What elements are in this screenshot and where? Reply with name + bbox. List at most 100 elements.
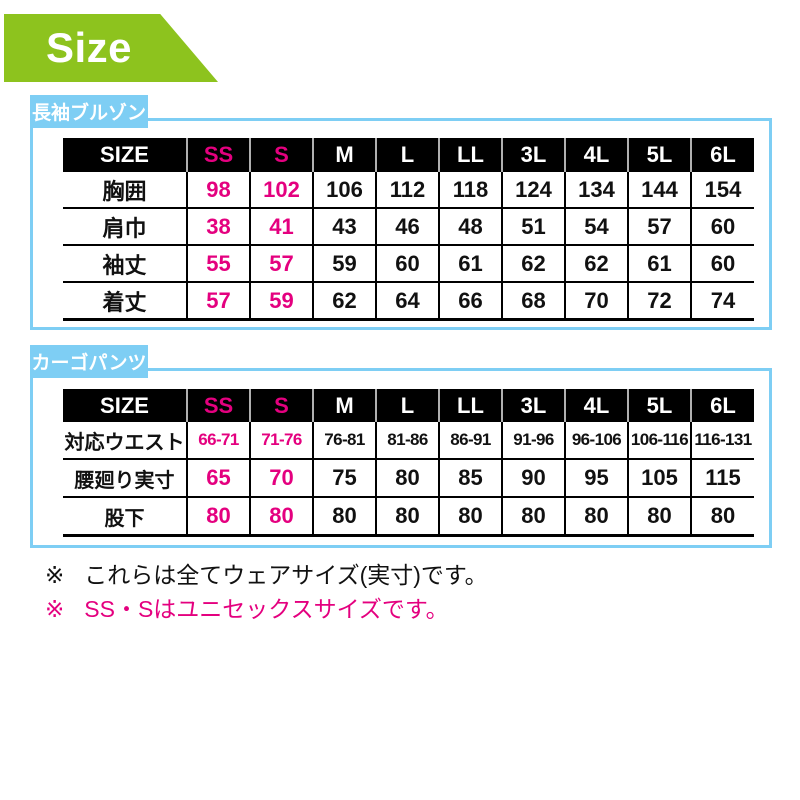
reference-mark-icon: ※ <box>45 596 65 622</box>
cell: 38 <box>186 207 251 246</box>
cell: 80 <box>627 496 692 537</box>
cell: 41 <box>249 207 314 246</box>
cell: 72 <box>627 281 692 321</box>
cell: 90 <box>501 458 566 498</box>
header-cell-4l: 4L <box>564 389 628 422</box>
cell: 74 <box>690 281 754 321</box>
header-cell-ll: LL <box>438 389 502 422</box>
cell: 91-96 <box>501 422 566 460</box>
cell: 59 <box>312 244 377 283</box>
cell: 46 <box>375 207 440 246</box>
row-label: 股下 <box>63 496 188 537</box>
cell: 80 <box>438 496 503 537</box>
cell: 116-131 <box>690 422 754 460</box>
cell: 124 <box>501 172 566 209</box>
cell: 51 <box>501 207 566 246</box>
header-cell-m: M <box>312 138 376 172</box>
cell: 62 <box>312 281 377 321</box>
table-row-waist: 対応ウエスト 66-71 71-76 76-81 81-86 86-91 91-… <box>63 422 754 460</box>
cell: 106-116 <box>627 422 692 460</box>
cell: 62 <box>564 244 629 283</box>
row-label: 対応ウエスト <box>63 422 188 460</box>
cell: 64 <box>375 281 440 321</box>
header-cell-6l: 6L <box>690 138 754 172</box>
cell: 61 <box>438 244 503 283</box>
header-cell-s: S <box>249 389 313 422</box>
footnote-text: SS・Sはユニセックスサイズです。 <box>84 596 449 622</box>
table-row-hip: 腰廻り実寸 65 70 75 80 85 90 95 105 115 <box>63 458 754 498</box>
size-banner: Size <box>4 14 218 82</box>
header-cell-ss: SS <box>186 389 250 422</box>
table-row-inseam: 股下 80 80 80 80 80 80 80 80 80 <box>63 496 754 537</box>
cell: 106 <box>312 172 377 209</box>
table1-title-tag: 長袖ブルゾン <box>30 95 148 128</box>
size-table-blouson: SIZE SS S M L LL 3L 4L 5L 6L 胸囲 98 102 1… <box>63 138 754 321</box>
cell: 118 <box>438 172 503 209</box>
size-banner-label: Size <box>46 24 133 71</box>
cell: 96-106 <box>564 422 629 460</box>
cell: 115 <box>690 458 754 498</box>
cell: 80 <box>375 458 440 498</box>
cell: 60 <box>375 244 440 283</box>
cell: 66-71 <box>186 422 251 460</box>
header-cell-3l: 3L <box>501 389 565 422</box>
footnote-unisex: ※ SS・Sはユニセックスサイズです。 <box>45 590 449 624</box>
cell: 55 <box>186 244 251 283</box>
cell: 71-76 <box>249 422 314 460</box>
footnote-wear-size: ※ これらは全てウェアサイズ(実寸)です。 <box>45 556 488 590</box>
cell: 144 <box>627 172 692 209</box>
cell: 68 <box>501 281 566 321</box>
cell: 80 <box>375 496 440 537</box>
header-cell-m: M <box>312 389 376 422</box>
footnote-text: これらは全てウェアサイズ(実寸)です。 <box>84 562 488 588</box>
cell: 70 <box>564 281 629 321</box>
cell: 102 <box>249 172 314 209</box>
cell: 57 <box>186 281 251 321</box>
cell: 65 <box>186 458 251 498</box>
cell: 154 <box>690 172 754 209</box>
cell: 134 <box>564 172 629 209</box>
cell: 61 <box>627 244 692 283</box>
cell: 60 <box>690 207 754 246</box>
cell: 80 <box>501 496 566 537</box>
row-label: 胸囲 <box>63 172 188 209</box>
cell: 112 <box>375 172 440 209</box>
cell: 66 <box>438 281 503 321</box>
row-label: 袖丈 <box>63 244 188 283</box>
cell: 48 <box>438 207 503 246</box>
cell: 80 <box>186 496 251 537</box>
cell: 62 <box>501 244 566 283</box>
reference-mark-icon: ※ <box>45 562 65 588</box>
cell: 70 <box>249 458 314 498</box>
cell: 54 <box>564 207 629 246</box>
table-row-chest: 胸囲 98 102 106 112 118 124 134 144 154 <box>63 172 754 209</box>
header-cell-5l: 5L <box>627 389 691 422</box>
row-label: 肩巾 <box>63 207 188 246</box>
cell: 59 <box>249 281 314 321</box>
cell: 80 <box>690 496 754 537</box>
header-cell-5l: 5L <box>627 138 691 172</box>
header-cell-size: SIZE <box>63 138 187 172</box>
table2-title-tag: カーゴパンツ <box>30 345 148 378</box>
table1-header-row: SIZE SS S M L LL 3L 4L 5L 6L <box>63 138 754 172</box>
row-label: 着丈 <box>63 281 188 321</box>
cell: 57 <box>249 244 314 283</box>
cell: 80 <box>249 496 314 537</box>
cell: 75 <box>312 458 377 498</box>
cell: 85 <box>438 458 503 498</box>
size-table-cargo-pants: SIZE SS S M L LL 3L 4L 5L 6L 対応ウエスト 66-7… <box>63 389 754 537</box>
cell: 80 <box>312 496 377 537</box>
header-cell-ll: LL <box>438 138 502 172</box>
cell: 86-91 <box>438 422 503 460</box>
cell: 43 <box>312 207 377 246</box>
table-row-sleeve: 袖丈 55 57 59 60 61 62 62 61 60 <box>63 244 754 283</box>
header-cell-3l: 3L <box>501 138 565 172</box>
header-cell-l: L <box>375 389 439 422</box>
cell: 81-86 <box>375 422 440 460</box>
header-cell-s: S <box>249 138 313 172</box>
table2-header-row: SIZE SS S M L LL 3L 4L 5L 6L <box>63 389 754 422</box>
cell: 60 <box>690 244 754 283</box>
table-row-shoulder: 肩巾 38 41 43 46 48 51 54 57 60 <box>63 207 754 246</box>
row-label: 腰廻り実寸 <box>63 458 188 498</box>
